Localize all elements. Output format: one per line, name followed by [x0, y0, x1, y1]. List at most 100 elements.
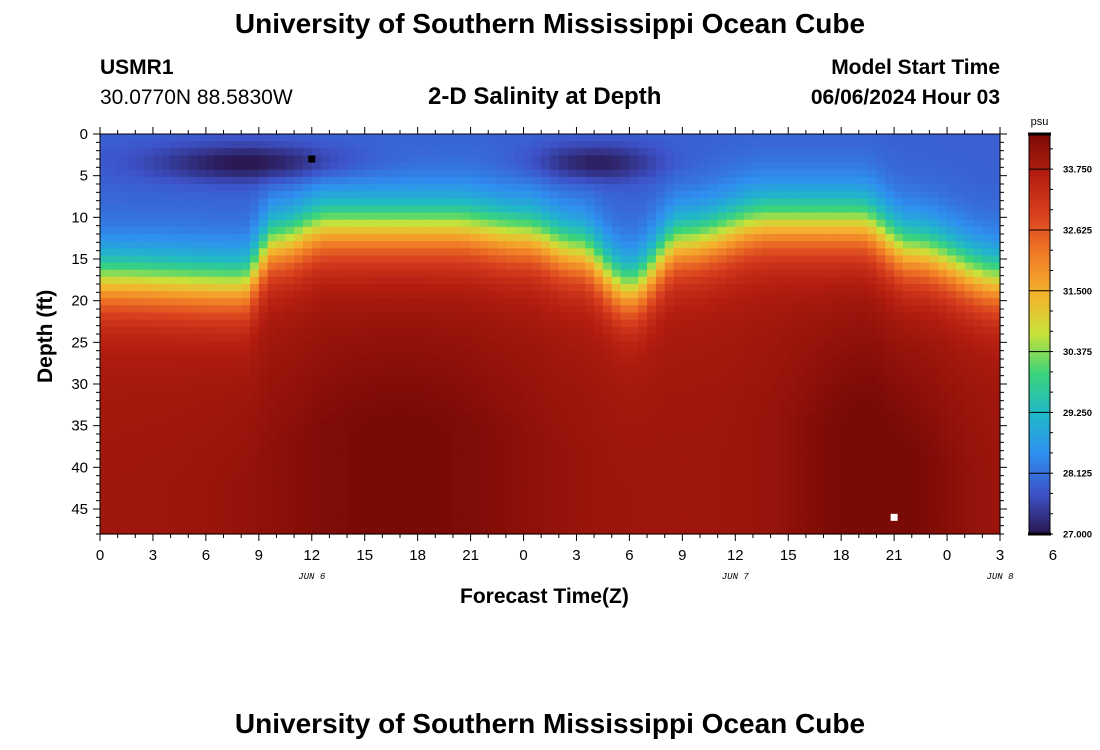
- heatmap-cell: [788, 198, 798, 207]
- heatmap-cell: [655, 219, 666, 228]
- heatmap-cell: [708, 276, 719, 285]
- heatmap-cell: [223, 155, 233, 164]
- heatmap-cell: [179, 434, 189, 442]
- heatmap-cell: [276, 498, 286, 507]
- heatmap-cell: [576, 526, 586, 535]
- heatmap-cell: [823, 248, 833, 257]
- heatmap-cell: [488, 234, 498, 242]
- heatmap-cell: [602, 298, 613, 307]
- heatmap-cell: [452, 255, 463, 264]
- heatmap-cell: [602, 526, 613, 535]
- heatmap-cell: [735, 326, 745, 335]
- heatmap-cell: [567, 426, 578, 435]
- heatmap-cell: [400, 298, 410, 307]
- heatmap-cell: [470, 148, 481, 157]
- heatmap-cell: [867, 484, 878, 492]
- heatmap-cell: [126, 419, 136, 428]
- heatmap-cell: [470, 269, 481, 278]
- heatmap-cell: [197, 291, 207, 299]
- heatmap-cell: [302, 398, 313, 407]
- heatmap-cell: [558, 391, 569, 399]
- heatmap-cell: [585, 469, 595, 478]
- heatmap-cell: [205, 262, 216, 271]
- heatmap-cell: [532, 162, 542, 171]
- heatmap-cell: [126, 426, 136, 435]
- heatmap-cell: [391, 212, 401, 221]
- heatmap-cell: [585, 512, 595, 521]
- heatmap-cell: [858, 484, 869, 492]
- heatmap-cell: [664, 226, 675, 235]
- heatmap-cells: [100, 134, 1001, 535]
- heatmap-cell: [355, 448, 366, 457]
- heatmap-cell: [117, 284, 128, 292]
- heatmap-cell: [408, 184, 419, 192]
- heatmap-cell: [841, 484, 851, 492]
- heatmap-cell: [726, 255, 736, 264]
- heatmap-cell: [329, 526, 339, 535]
- heatmap-cell: [691, 462, 701, 471]
- heatmap-cell: [744, 412, 754, 421]
- heatmap-cell: [611, 469, 622, 478]
- heatmap-cell: [832, 419, 842, 428]
- heatmap-cell: [735, 284, 745, 292]
- heatmap-cell: [426, 484, 436, 492]
- heatmap-cell: [117, 441, 128, 449]
- heatmap-cell: [841, 519, 851, 528]
- heatmap-cell: [161, 248, 172, 257]
- heatmap-cell: [541, 348, 551, 357]
- heatmap-cell: [594, 384, 604, 392]
- heatmap-cell: [391, 384, 401, 392]
- heatmap-cell: [179, 262, 189, 271]
- heatmap-cell: [479, 469, 489, 478]
- heatmap-cell: [426, 226, 436, 235]
- heatmap-cell: [444, 276, 454, 285]
- heatmap-cell: [717, 169, 728, 178]
- heatmap-cell: [408, 269, 419, 278]
- heatmap-cell: [144, 334, 154, 342]
- heatmap-cell: [841, 205, 851, 214]
- heatmap-cell: [576, 162, 586, 171]
- heatmap-cell: [117, 226, 128, 235]
- heatmap-cell: [497, 198, 507, 207]
- heatmap-cell: [205, 519, 216, 528]
- heatmap-cell: [144, 241, 154, 249]
- heatmap-cell: [408, 469, 419, 478]
- heatmap-cell: [108, 341, 119, 349]
- heatmap-cell: [179, 148, 189, 157]
- heatmap-cell: [426, 519, 436, 528]
- heatmap-cell: [391, 462, 401, 471]
- heatmap-cell: [532, 505, 542, 514]
- heatmap-cell: [144, 269, 154, 278]
- heatmap-cell: [735, 205, 745, 214]
- heatmap-cell: [717, 469, 728, 478]
- heatmap-cell: [558, 305, 569, 314]
- heatmap-cell: [858, 312, 869, 321]
- heatmap-cell: [373, 355, 383, 364]
- heatmap-cell: [726, 498, 736, 507]
- heatmap-cell: [488, 319, 498, 328]
- heatmap-cell: [294, 212, 304, 221]
- heatmap-cell: [214, 141, 225, 149]
- heatmap-cell: [655, 362, 666, 371]
- heatmap-cell: [788, 505, 798, 514]
- heatmap-cell: [832, 305, 842, 314]
- heatmap-cell: [302, 455, 313, 464]
- heatmap-cell: [391, 205, 401, 214]
- heatmap-cell: [797, 498, 807, 507]
- heatmap-cell: [470, 512, 481, 521]
- heatmap-cell: [523, 355, 533, 364]
- heatmap-cell: [426, 462, 436, 471]
- heatmap-cell: [408, 341, 419, 349]
- heatmap-cell: [426, 184, 436, 192]
- heatmap-cell: [514, 312, 525, 321]
- heatmap-cell: [558, 155, 569, 164]
- heatmap-cell: [585, 191, 595, 199]
- heatmap-cell: [223, 498, 233, 507]
- heatmap-cell: [408, 484, 419, 492]
- heatmap-cell: [135, 234, 145, 242]
- heatmap-cell: [214, 491, 225, 499]
- heatmap-cell: [285, 455, 295, 464]
- heatmap-cell: [329, 419, 339, 428]
- heatmap-cell: [673, 134, 683, 142]
- heatmap-cell: [497, 134, 507, 142]
